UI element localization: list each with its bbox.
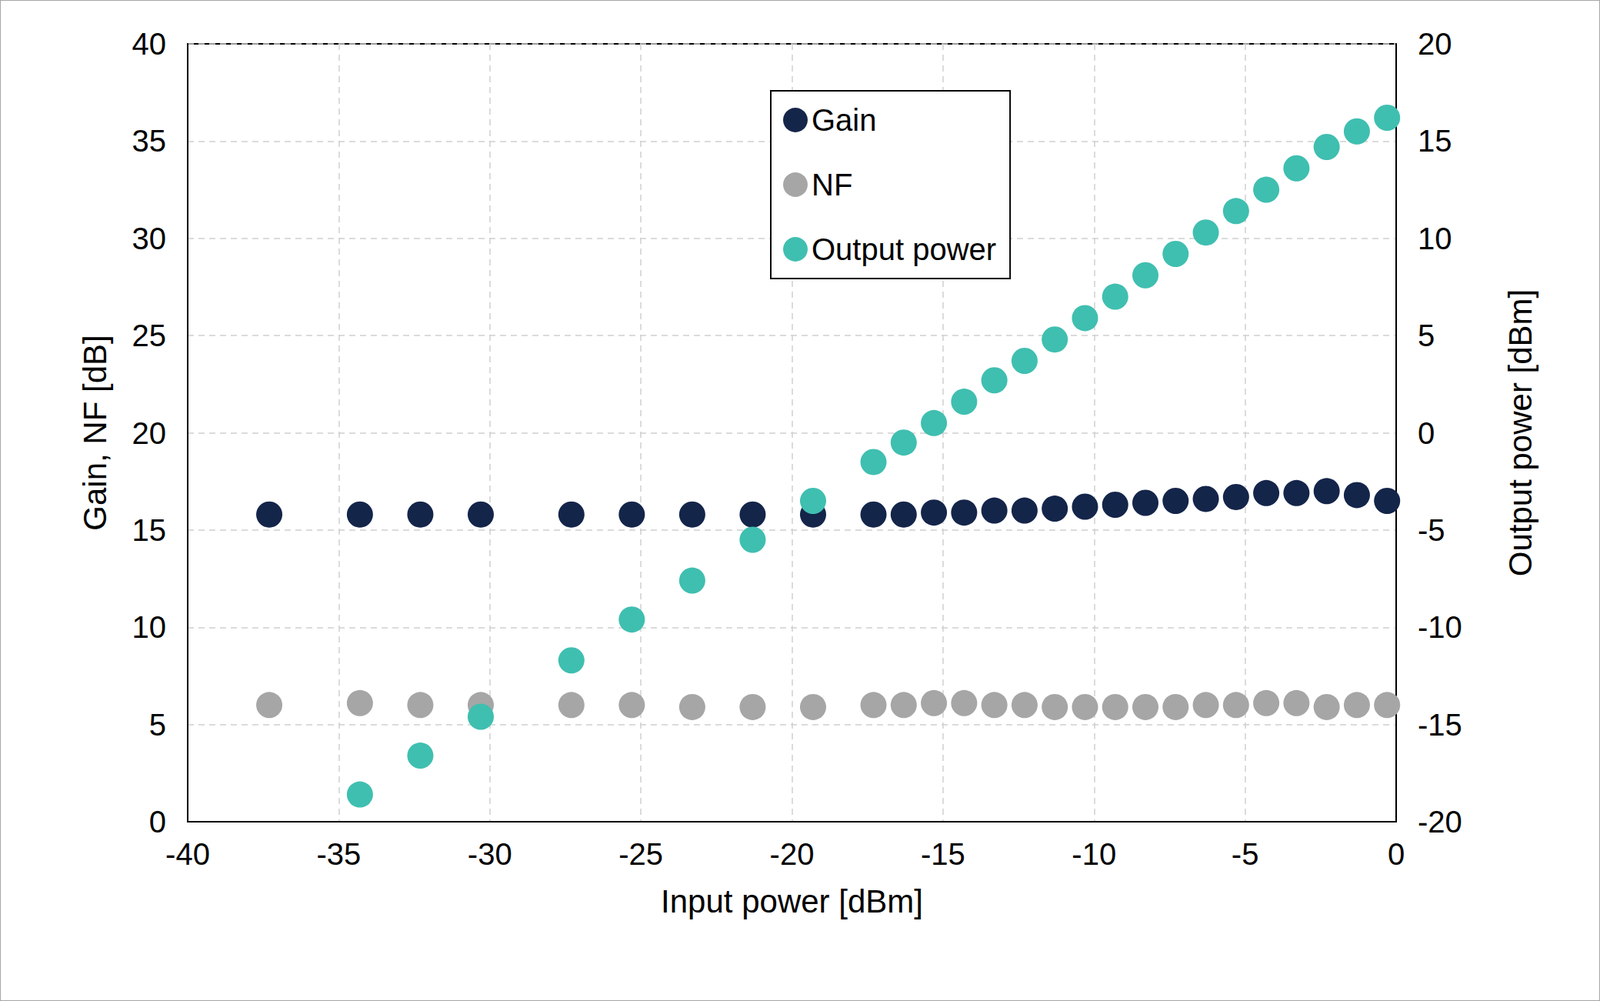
svg-text:-15: -15 — [1417, 707, 1463, 742]
svg-text:-10: -10 — [1417, 610, 1463, 644]
svg-text:40: 40 — [132, 26, 167, 61]
svg-text:5: 5 — [149, 707, 167, 742]
svg-text:Input power [dBm]: Input power [dBm] — [660, 883, 924, 920]
svg-text:0: 0 — [1387, 836, 1405, 871]
svg-text:10: 10 — [132, 610, 167, 644]
svg-text:-5: -5 — [1417, 513, 1446, 547]
svg-text:-25: -25 — [618, 836, 664, 871]
svg-text:0: 0 — [1417, 416, 1435, 450]
svg-text:Output power [dBm]: Output power [dBm] — [1502, 289, 1539, 577]
svg-text:10: 10 — [1417, 221, 1453, 256]
svg-text:25: 25 — [132, 318, 167, 353]
svg-text:-30: -30 — [467, 836, 513, 871]
svg-text:Gain: Gain — [811, 103, 877, 137]
svg-text:-5: -5 — [1231, 836, 1260, 871]
svg-text:-20: -20 — [1417, 804, 1463, 839]
svg-text:NF: NF — [811, 167, 853, 202]
svg-text:35: 35 — [132, 123, 167, 158]
svg-text:-10: -10 — [1071, 836, 1117, 871]
svg-text:Output power: Output power — [811, 232, 997, 267]
svg-text:5: 5 — [1417, 318, 1435, 353]
svg-text:20: 20 — [132, 416, 167, 450]
svg-text:-40: -40 — [165, 836, 210, 871]
svg-text:Gain, NF [dB]: Gain, NF [dB] — [76, 334, 114, 530]
svg-text:-35: -35 — [316, 836, 361, 871]
svg-text:0: 0 — [149, 804, 167, 839]
svg-text:-15: -15 — [920, 836, 966, 871]
svg-text:15: 15 — [132, 513, 167, 547]
svg-text:15: 15 — [1417, 123, 1453, 158]
svg-text:-20: -20 — [770, 836, 815, 871]
svg-text:30: 30 — [132, 221, 167, 256]
svg-text:20: 20 — [1417, 26, 1453, 61]
